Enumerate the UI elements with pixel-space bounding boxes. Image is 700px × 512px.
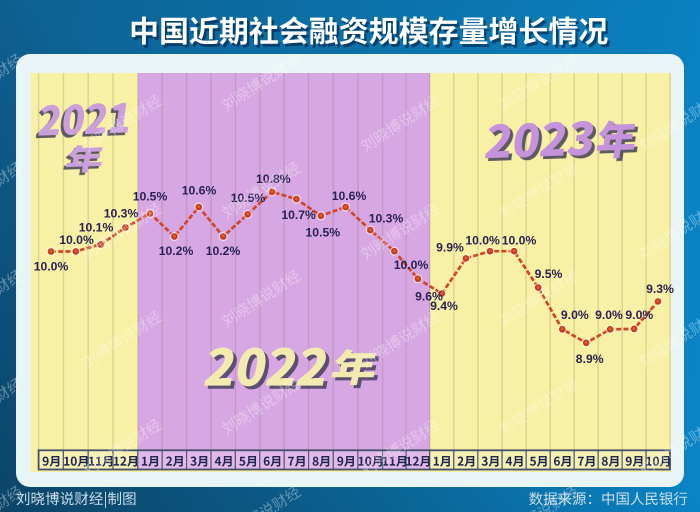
- svg-text:9.3%: 9.3%: [646, 282, 674, 296]
- svg-text:10.0%: 10.0%: [465, 233, 500, 247]
- svg-text:10.0%: 10.0%: [394, 258, 429, 272]
- svg-text:9.0%: 9.0%: [595, 308, 623, 322]
- svg-text:9.0%: 9.0%: [625, 308, 653, 322]
- svg-text:10.2%: 10.2%: [206, 244, 241, 258]
- svg-text:8.9%: 8.9%: [576, 352, 604, 366]
- svg-text:10.5%: 10.5%: [133, 190, 168, 204]
- svg-text:10.0%: 10.0%: [34, 260, 69, 274]
- svg-text:10.0%: 10.0%: [502, 233, 537, 247]
- svg-text:9.6%: 9.6%: [415, 289, 443, 303]
- svg-text:10.1%: 10.1%: [79, 221, 114, 235]
- svg-text:9.9%: 9.9%: [436, 240, 464, 254]
- svg-text:10.2%: 10.2%: [159, 244, 194, 258]
- svg-text:10.7%: 10.7%: [281, 208, 316, 222]
- svg-text:10.5%: 10.5%: [306, 225, 341, 239]
- svg-text:10.6%: 10.6%: [182, 183, 217, 197]
- svg-text:10.0%: 10.0%: [59, 233, 94, 247]
- svg-text:9.5%: 9.5%: [535, 267, 563, 281]
- svg-text:10.6%: 10.6%: [332, 189, 367, 203]
- svg-text:9.4%: 9.4%: [430, 299, 458, 313]
- svg-text:10.3%: 10.3%: [104, 206, 139, 220]
- svg-text:9.0%: 9.0%: [561, 308, 589, 322]
- svg-text:10.3%: 10.3%: [369, 211, 404, 225]
